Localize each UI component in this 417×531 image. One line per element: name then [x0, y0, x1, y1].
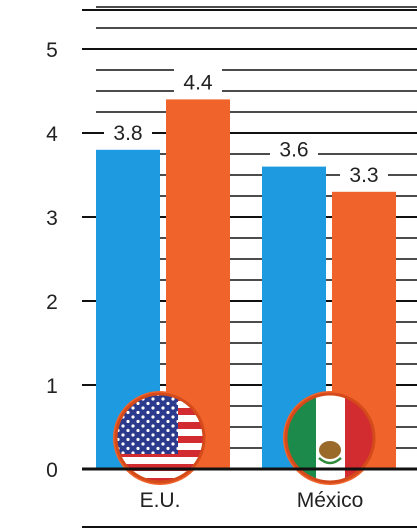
us-flag-icon [113, 391, 207, 485]
flags [113, 391, 377, 485]
data-label: 3.6 [279, 139, 308, 162]
category-labels: E.U. México [140, 489, 364, 512]
y-tick-label: 5 [46, 39, 58, 62]
y-tick-label: 3 [46, 207, 58, 230]
data-label: 3.3 [349, 164, 378, 187]
data-label-background [174, 68, 222, 95]
data-label: 4.4 [183, 71, 213, 94]
y-tick-label: 0 [46, 459, 58, 482]
y-axis-ticks: 0 1 2 3 4 5 [46, 39, 58, 482]
bars [96, 99, 396, 470]
data-label-background [340, 160, 388, 187]
data-label-background [104, 118, 152, 145]
y-tick-label: 4 [46, 123, 58, 146]
category-label: México [297, 489, 364, 512]
data-label-background [270, 135, 318, 162]
data-labels: 3.8 4.4 3.6 3.3 [104, 68, 388, 187]
mexico-flag-icon [283, 391, 377, 485]
y-tick-label: 2 [46, 291, 58, 314]
category-label: E.U. [140, 489, 181, 512]
y-tick-label: 1 [46, 375, 58, 398]
data-label: 3.8 [113, 122, 142, 145]
